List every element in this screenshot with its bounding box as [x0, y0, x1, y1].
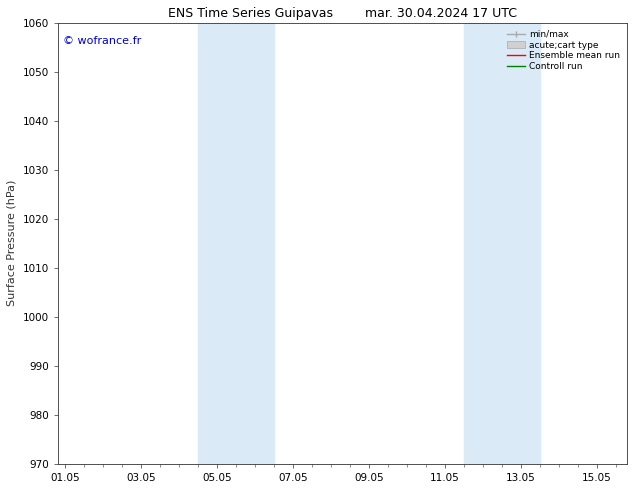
Text: © wofrance.fr: © wofrance.fr [63, 36, 142, 46]
Legend: min/max, acute;cart type, Ensemble mean run, Controll run: min/max, acute;cart type, Ensemble mean … [505, 27, 623, 74]
Bar [198, 23, 274, 464]
Bar [464, 23, 540, 464]
Y-axis label: Surface Pressure (hPa): Surface Pressure (hPa) [7, 180, 17, 306]
Title: ENS Time Series Guipavas        mar. 30.04.2024 17 UTC: ENS Time Series Guipavas mar. 30.04.2024… [168, 7, 517, 20]
